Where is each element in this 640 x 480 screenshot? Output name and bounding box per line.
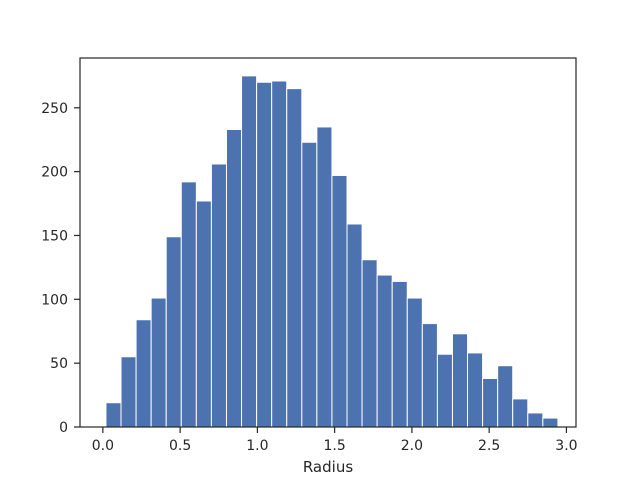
histogram-bar [271, 80, 288, 428]
histogram-bar [165, 236, 182, 428]
histogram-bar [316, 126, 333, 428]
x-axis-label: Radius [303, 458, 353, 476]
histogram-bar [512, 398, 529, 428]
histogram-bar [105, 402, 122, 428]
y-tick-label: 100 [41, 292, 68, 308]
histogram-bar [421, 323, 438, 428]
histogram-bar [241, 75, 258, 428]
plot-frame [79, 57, 577, 428]
histogram-bar [406, 297, 423, 428]
y-tick-label: 0 [59, 420, 68, 436]
x-tick-label: 2.5 [478, 438, 500, 454]
histogram-bar [376, 274, 393, 428]
x-tick-label: 2.0 [401, 438, 423, 454]
histogram-bar [150, 297, 167, 428]
histogram-bar [527, 412, 544, 428]
histogram-bar [482, 377, 499, 428]
histogram-bar [361, 259, 378, 428]
x-tick-label: 1.5 [324, 438, 346, 454]
x-tick-label: 3.0 [555, 438, 577, 454]
histogram-bar [331, 174, 348, 428]
histogram-bar [436, 353, 453, 428]
histogram-bar [391, 280, 408, 428]
histogram-bar [542, 417, 559, 428]
histogram-bar [135, 319, 152, 428]
histogram-bar [467, 352, 484, 428]
histogram-bars [105, 75, 559, 428]
histogram-bar [301, 141, 318, 428]
x-axis-ticks: 0.0 0.5 1.0 1.5 2.0 2.5 3.0 [92, 427, 578, 454]
histogram-bar [180, 181, 197, 428]
x-tick-label: 1.0 [246, 438, 268, 454]
histogram-bar [346, 223, 363, 428]
y-tick-label: 250 [41, 101, 68, 117]
histogram-bar [497, 365, 514, 428]
x-tick-label: 0.5 [169, 438, 191, 454]
y-tick-label: 50 [50, 356, 68, 372]
histogram-bar [195, 200, 212, 428]
y-axis-ticks: 0 50 100 150 200 250 [41, 101, 80, 436]
histogram-bar [286, 88, 303, 428]
y-tick-label: 150 [41, 228, 68, 244]
histogram-bar [256, 81, 273, 428]
histogram-bar [210, 163, 227, 428]
histogram-bar [451, 333, 469, 428]
histogram-bar [120, 356, 137, 428]
y-tick-label: 200 [41, 165, 68, 181]
x-tick-label: 0.0 [92, 438, 114, 454]
histogram-bar [225, 129, 243, 428]
